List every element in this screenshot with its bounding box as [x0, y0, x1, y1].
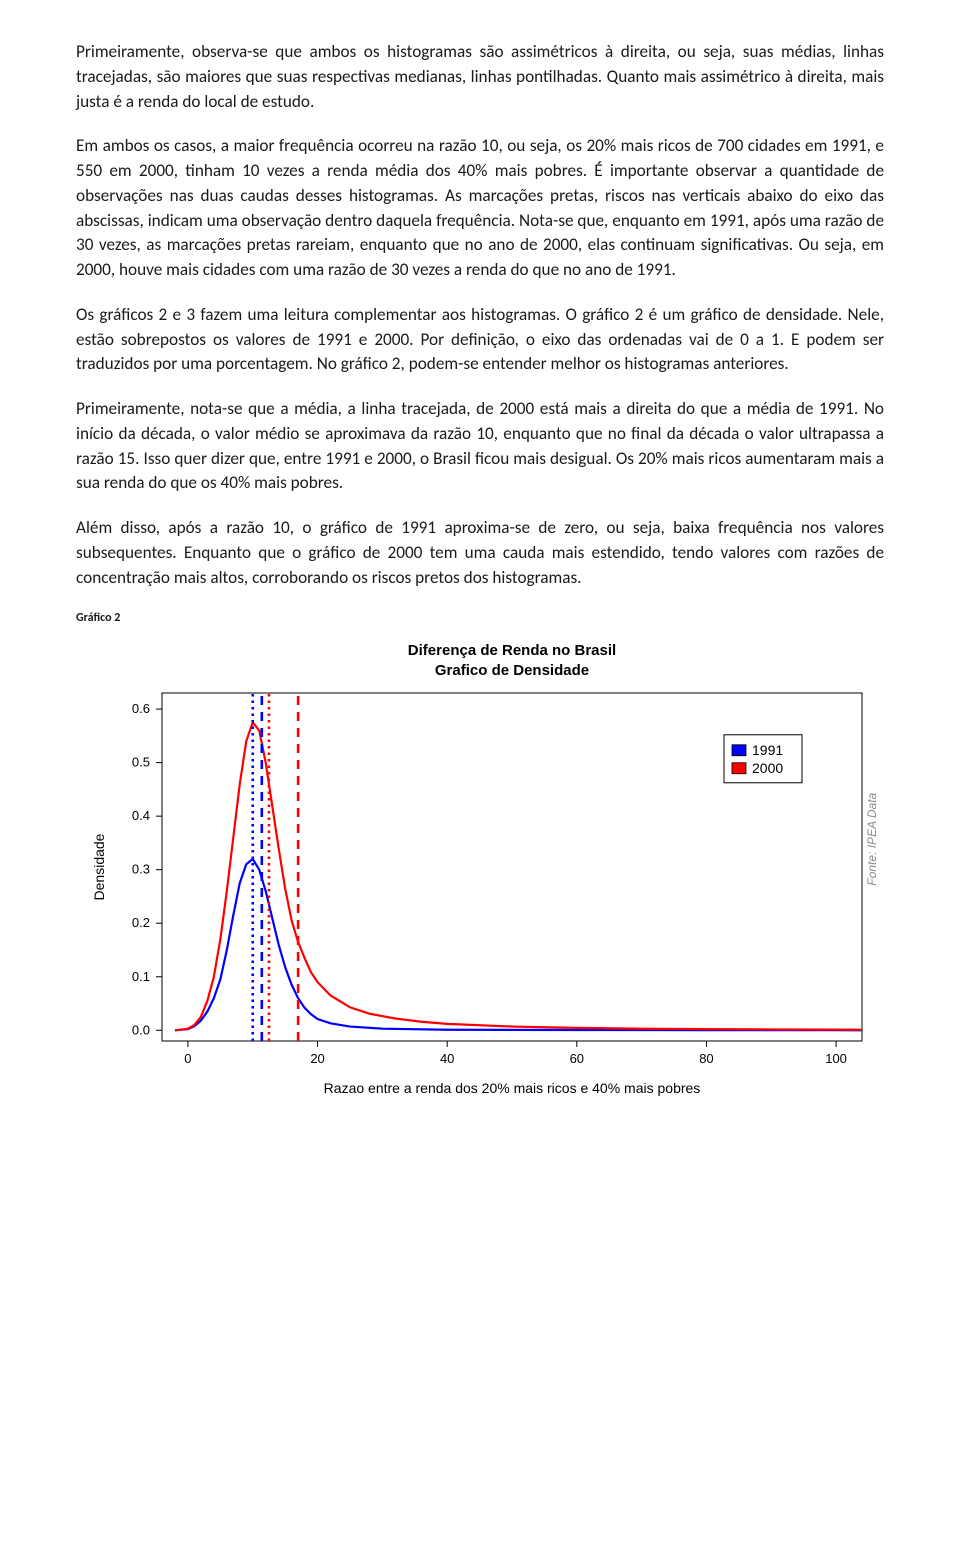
x-tick-label: 20	[310, 1051, 324, 1066]
x-tick-label: 40	[440, 1051, 454, 1066]
legend-label-2000: 2000	[752, 759, 783, 775]
chart-source-note: Fonte: IPEA Data	[865, 792, 879, 885]
paragraph-1: Primeiramente, observa-se que ambos os h…	[76, 40, 884, 114]
x-tick-label: 80	[699, 1051, 713, 1066]
paragraph-4: Primeiramente, nota-se que a média, a li…	[76, 397, 884, 496]
y-tick-label: 0.4	[132, 808, 150, 823]
chart-title-line1: Diferença de Renda no Brasil	[408, 642, 616, 659]
y-tick-label: 0.1	[132, 968, 150, 983]
x-tick-label: 0	[184, 1051, 191, 1066]
paragraph-2: Em ambos os casos, a maior frequência oc…	[76, 134, 884, 283]
y-tick-label: 0.5	[132, 754, 150, 769]
density-chart: 0 20 40 60 80 100 0.0 0.1 0.2 0.3 0.4 0.5 0.6 Razao e…	[76, 631, 884, 1101]
y-tick-label: 0.2	[132, 915, 150, 930]
x-tick-label: 100	[825, 1051, 847, 1066]
legend-swatch-2000	[732, 762, 746, 773]
paragraph-5: Além disso, após a razão 10, o gráfico d…	[76, 516, 884, 590]
legend-label-1991: 1991	[752, 741, 783, 757]
y-tick-label: 0.3	[132, 861, 150, 876]
x-axis-label: Razao entre a renda dos 20% mais ricos e…	[324, 1080, 701, 1096]
x-tick-label: 60	[570, 1051, 584, 1066]
chart-caption: Gráfico 2	[76, 611, 884, 625]
y-tick-label: 0.0	[132, 1022, 150, 1037]
legend-swatch-1991	[732, 744, 746, 755]
paragraph-3: Os gráficos 2 e 3 fazem uma leitura comp…	[76, 303, 884, 377]
chart-title-line2: Grafico de Densidade	[435, 662, 589, 679]
density-chart-svg: 0 20 40 60 80 100 0.0 0.1 0.2 0.3 0.4 0.5 0.6 Razao e…	[76, 631, 884, 1101]
y-axis-label: Densidade	[91, 833, 107, 900]
y-tick-label: 0.6	[132, 701, 150, 716]
